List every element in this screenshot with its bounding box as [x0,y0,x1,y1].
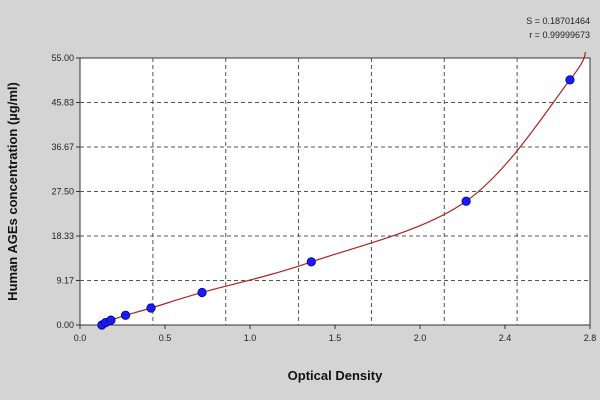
y-axis-title: Human AGEs concentration (µg/ml) [5,82,20,301]
fit-stat: S = 0.18701464 [526,16,590,26]
data-point [565,75,575,85]
x-axis-title: Optical Density [288,368,383,383]
y-tick-label: 55.00 [51,53,74,63]
x-tick-label: 2.4 [499,333,512,343]
y-tick-label: 45.83 [51,98,74,108]
x-tick-label: 1.5 [329,333,342,343]
data-point [106,315,116,325]
y-tick-label: 9.17 [56,275,74,285]
y-tick-label: 27.50 [51,187,74,197]
x-tick-label: 0.5 [159,333,172,343]
x-tick-label: 2.0 [414,333,427,343]
y-tick-label: 36.67 [51,142,74,152]
fit-stat: r = 0.99999673 [529,30,590,40]
data-point [461,196,471,206]
data-point [306,257,316,267]
data-point [197,287,207,298]
data-point [120,310,131,320]
y-tick-label: 0.00 [56,320,74,330]
x-tick-label: 2.8 [584,333,597,343]
y-tick-label: 18.33 [51,231,74,241]
data-point [146,303,156,313]
x-tick-label: 0.0 [74,333,87,343]
x-tick-label: 1.0 [244,333,257,343]
